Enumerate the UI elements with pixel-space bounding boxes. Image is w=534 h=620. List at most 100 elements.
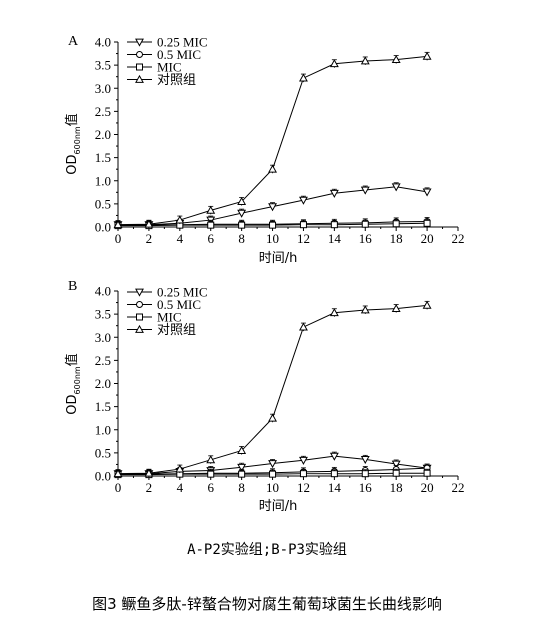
y-tick-label: 3.0 (95, 330, 111, 345)
legend-marker (135, 288, 144, 297)
legend-label: 对照组 (157, 323, 196, 338)
data-point (361, 470, 369, 478)
x-tick-label: 18 (390, 480, 403, 495)
x-tick-label: 20 (421, 231, 434, 246)
legend-label: 0.5 MIC (157, 47, 201, 62)
data-point (422, 51, 432, 60)
x-tick-label: 18 (390, 231, 403, 246)
y-tick-label: 2.5 (95, 353, 111, 368)
x-tick-label: 10 (266, 231, 279, 246)
y-tick-label: 1.0 (95, 173, 111, 188)
x-tick-label: 20 (421, 480, 434, 495)
data-point (329, 189, 339, 198)
data-point (113, 220, 123, 229)
data-point (237, 209, 247, 218)
x-tick-label: 8 (238, 480, 245, 495)
data-point (361, 220, 369, 228)
data-point (175, 464, 185, 473)
x-axis-title: 时间/h (259, 499, 298, 514)
y-tick-label: 0.5 (95, 445, 111, 460)
series-4 (113, 51, 432, 229)
data-point (268, 164, 277, 173)
y-tick-label: 4.0 (95, 35, 111, 50)
data-point (237, 445, 247, 454)
legend-marker (135, 38, 144, 47)
series-3 (114, 218, 431, 230)
panel-caption: A-P2实验组;B-P3实验组 (187, 542, 347, 558)
data-point (269, 470, 277, 478)
x-tick-label: 22 (452, 231, 465, 246)
data-point (299, 456, 308, 465)
data-point (391, 460, 401, 469)
y-tick-label: 1.0 (95, 422, 111, 437)
data-point (360, 305, 370, 314)
panel-letter: A (68, 34, 79, 49)
data-point (392, 220, 400, 228)
data-point (391, 54, 401, 63)
x-tick-label: 0 (115, 231, 122, 246)
data-point (360, 455, 370, 464)
legend-label: MIC (157, 60, 182, 75)
x-tick-label: 0 (115, 480, 122, 495)
legend-marker (136, 51, 143, 58)
y-axis-title: OD600nm值 (64, 353, 82, 414)
x-tick-label: 12 (297, 480, 310, 495)
x-tick-label: 4 (177, 480, 184, 495)
data-point (206, 205, 216, 214)
x-tick-label: 6 (207, 231, 214, 246)
figure-caption: 图3 鳜鱼多肽-锌螯合物对腐生葡萄球菌生长曲线影响 (92, 595, 442, 613)
x-tick-label: 2 (146, 480, 153, 495)
data-point (268, 203, 277, 212)
y-tick-label: 4.0 (95, 284, 111, 299)
chart-panel-a: A 0 2 4 6 8 10 12 14 16 18 20 22 0.0 0.5 1.0 1.5 2.0 2.5 3.… (64, 34, 465, 266)
data-point (144, 219, 154, 228)
data-point (392, 469, 400, 477)
data-point (269, 221, 277, 229)
data-point (237, 196, 247, 205)
x-axis-title: 时间/h (259, 251, 298, 266)
data-point (422, 188, 432, 197)
panel-letter: B (68, 279, 77, 294)
data-point (207, 470, 215, 478)
x-tick-label: 6 (207, 480, 214, 495)
series-4 (113, 300, 432, 478)
x-tick-label: 22 (452, 480, 465, 495)
y-tick-label: 3.5 (95, 58, 111, 73)
data-point (175, 215, 185, 224)
data-point (329, 452, 339, 461)
y-tick-label: 0.0 (95, 469, 111, 484)
legend-label: 0.5 MIC (157, 297, 201, 312)
data-point (299, 221, 307, 229)
x-tick-label: 4 (177, 231, 184, 246)
legend-label: 0.25 MIC (157, 285, 208, 300)
data-point (207, 221, 215, 229)
x-tick-label: 2 (146, 231, 153, 246)
data-point (330, 470, 338, 478)
x-tick-label: 14 (328, 480, 342, 495)
y-tick-label: 2.5 (95, 104, 111, 119)
data-point (422, 300, 432, 309)
legend-marker (136, 313, 143, 321)
data-point (268, 413, 277, 422)
y-tick-label: 3.5 (95, 307, 111, 322)
y-tick-label: 0.0 (95, 220, 111, 235)
data-point (237, 463, 247, 472)
legend-label: 对照组 (157, 73, 196, 88)
legend-marker (136, 301, 143, 308)
x-tick-label: 10 (266, 480, 279, 495)
x-tick-label: 12 (297, 231, 310, 246)
x-tick-label: 8 (238, 231, 245, 246)
x-tick-label: 14 (328, 231, 342, 246)
data-point (423, 219, 431, 227)
x-tick-label: 16 (359, 480, 373, 495)
y-axis-title: OD600nm值 (64, 113, 82, 174)
y-tick-label: 1.5 (95, 150, 111, 165)
data-point (144, 468, 154, 477)
series-3 (114, 468, 431, 479)
data-point (238, 221, 246, 229)
data-point (391, 303, 401, 312)
data-point (299, 470, 307, 478)
data-point (299, 196, 308, 205)
